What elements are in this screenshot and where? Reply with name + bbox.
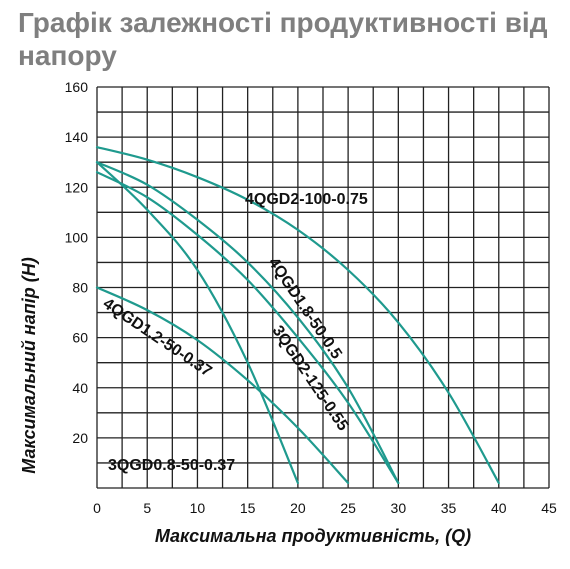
series-line-4QGD2-100-0.75 [95,146,500,485]
y-tick-label: 40 [72,380,88,396]
series-line-4QGD1.2-50-0.37 [95,286,350,485]
x-tick-label: 40 [491,500,507,516]
x-tick-label: 0 [93,500,101,516]
x-tick-label: 45 [541,500,557,516]
y-tick-labels: 20 40 60 80 100 120 140 160 [65,79,89,446]
x-tick-label: 20 [290,500,306,516]
series-label: 3QGD2-125-0.55 [269,323,352,434]
curves [95,146,500,485]
series-line-3QGD2-125-0.55 [95,171,400,485]
x-axis-label: Максимальна продуктивність, (Q) [155,526,471,546]
y-tick-label: 60 [72,330,88,346]
series-line-4QGD1.8-50-0.5 [95,161,400,485]
y-tick-label: 20 [72,430,88,446]
x-tick-label: 5 [143,500,151,516]
x-tick-label: 25 [340,500,356,516]
y-tick-label: 120 [65,179,89,195]
grid [96,86,550,489]
y-tick-label: 140 [65,129,89,145]
series-label: 3QGD0.8-50-0.37 [108,457,235,474]
y-tick-label: 100 [65,229,89,245]
y-tick-label: 80 [72,280,88,296]
x-tick-label: 35 [441,500,457,516]
y-tick-label: 160 [65,79,89,95]
series-line-3QGD0.8-50-0.37 [95,161,299,485]
y-axis-label: Максимальний напір (H) [19,257,39,474]
x-tick-labels: 0 5 10 15 20 25 30 35 40 45 [93,500,557,516]
chart-title: Графік залежності продуктивності від нап… [18,7,548,71]
x-tick-label: 15 [240,500,256,516]
series-label: 4QGD2-100-0.75 [245,191,368,208]
x-tick-label: 10 [190,500,206,516]
x-tick-label: 30 [391,500,407,516]
